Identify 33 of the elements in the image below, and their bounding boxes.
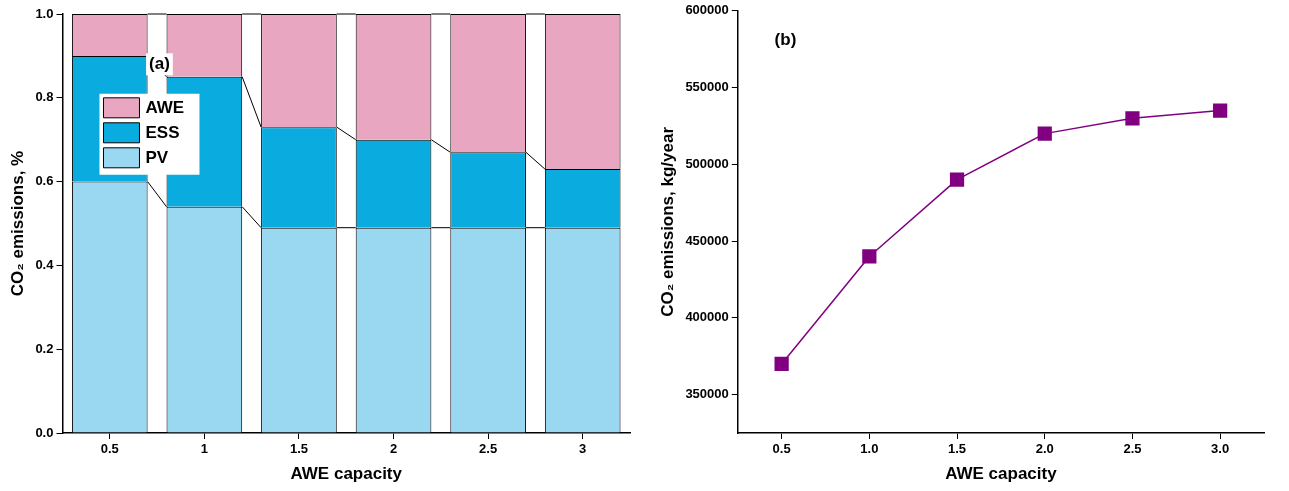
x-tick-label: 1.5 xyxy=(289,441,308,457)
annotation: (b) xyxy=(774,30,797,50)
y-tick-label: 0.2 xyxy=(35,340,54,356)
x-tick-label: 0.5 xyxy=(100,441,119,457)
y-tick-label: 0.0 xyxy=(35,424,54,440)
x-tick-label: 2.0 xyxy=(1035,441,1054,457)
x-tick-label: 2 xyxy=(389,441,398,457)
y-axis-title: CO₂ emissions, % xyxy=(7,150,27,297)
y-tick-label: 400000 xyxy=(685,309,729,325)
legend-label: AWE xyxy=(145,98,185,118)
x-tick-label: 3.0 xyxy=(1211,441,1230,457)
y-tick-label: 0.6 xyxy=(35,173,54,189)
y-axis-title: CO₂ emissions, kg/year xyxy=(657,126,677,317)
y-tick-label: 1.0 xyxy=(35,5,54,21)
y-tick-label: 450000 xyxy=(685,232,729,248)
x-axis-title: AWE capacity xyxy=(945,464,1058,484)
y-tick-label: 0.8 xyxy=(35,89,54,105)
x-tick-label: 1.0 xyxy=(860,441,879,457)
x-tick-label: 1 xyxy=(200,441,208,457)
y-tick-label: 0.4 xyxy=(35,256,55,272)
annotation: (a) xyxy=(149,53,170,73)
x-tick-label: 1.5 xyxy=(948,441,967,457)
y-tick-label: 500000 xyxy=(685,155,729,171)
legend-label: PV xyxy=(145,148,169,168)
x-tick-label: 3 xyxy=(579,441,587,457)
legend-label: ESS xyxy=(145,123,180,143)
x-tick-label: 0.5 xyxy=(772,441,791,457)
y-tick-label: 350000 xyxy=(685,386,729,402)
y-tick-label: 550000 xyxy=(685,79,729,95)
x-tick-label: 2.5 xyxy=(479,441,498,457)
y-tick-label: 600000 xyxy=(685,2,729,18)
x-tick-label: 2.5 xyxy=(1123,441,1142,457)
x-axis-title: AWE capacity xyxy=(290,464,403,484)
